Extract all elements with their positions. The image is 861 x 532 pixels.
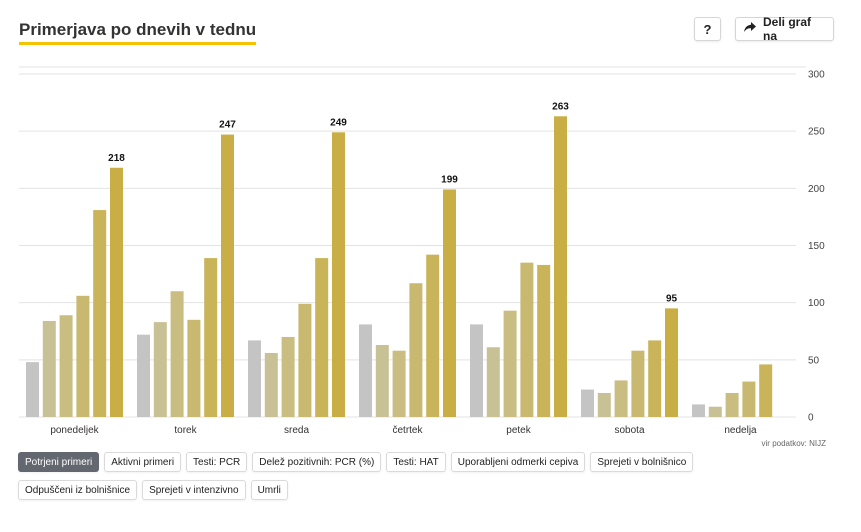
bar[interactable] bbox=[59, 315, 73, 417]
bar[interactable] bbox=[221, 134, 234, 417]
bar[interactable] bbox=[187, 319, 201, 417]
data-source: vir podatkov: NIJZ bbox=[761, 439, 826, 448]
bar[interactable] bbox=[42, 320, 56, 417]
bar[interactable] bbox=[692, 404, 705, 417]
metric-selector: Potrjeni primeri Aktivni primeri Testi: PC… bbox=[18, 452, 798, 500]
bar[interactable] bbox=[426, 254, 440, 417]
chart-title: Primerjava po dnevih v tednu bbox=[19, 20, 257, 45]
y-tick-label: 250 bbox=[808, 127, 825, 138]
bar[interactable] bbox=[110, 167, 123, 417]
metric-button[interactable]: Uporabljeni odmerki cepiva bbox=[450, 452, 586, 472]
metric-button[interactable]: Sprejeti v intenzivno bbox=[142, 480, 246, 500]
data-label: 218 bbox=[108, 153, 125, 164]
bar[interactable] bbox=[486, 347, 500, 417]
bar[interactable] bbox=[170, 291, 184, 417]
data-label: 247 bbox=[219, 120, 236, 131]
bar[interactable] bbox=[332, 132, 345, 417]
metric-button[interactable]: Umrli bbox=[250, 480, 288, 500]
metric-button[interactable]: Delež pozitivnih: PCR (%) bbox=[252, 452, 382, 472]
bar[interactable] bbox=[137, 334, 150, 417]
bar[interactable] bbox=[359, 324, 372, 417]
x-category-label: četrtek bbox=[392, 425, 423, 436]
metric-button[interactable]: Potrjeni primeri bbox=[18, 452, 100, 472]
metric-button[interactable]: Testi: PCR bbox=[186, 452, 248, 472]
bar[interactable] bbox=[648, 340, 662, 417]
bar[interactable] bbox=[581, 389, 594, 417]
bar[interactable] bbox=[759, 364, 773, 417]
bar[interactable] bbox=[264, 352, 278, 417]
data-label: 199 bbox=[441, 174, 458, 185]
x-category-label: torek bbox=[174, 425, 197, 436]
bar[interactable] bbox=[281, 336, 295, 417]
share-icon bbox=[744, 22, 756, 36]
bar[interactable] bbox=[375, 344, 389, 417]
x-category-label: sobota bbox=[614, 425, 644, 436]
bar[interactable] bbox=[708, 406, 722, 417]
bar[interactable] bbox=[631, 350, 645, 417]
data-label: 95 bbox=[666, 293, 678, 304]
bar[interactable] bbox=[443, 189, 456, 417]
x-category-label: petek bbox=[506, 425, 531, 436]
share-button[interactable]: Deli graf na bbox=[735, 15, 834, 43]
metric-button[interactable]: Aktivni primeri bbox=[104, 452, 182, 472]
bar[interactable] bbox=[26, 362, 39, 417]
bar[interactable] bbox=[153, 322, 167, 417]
bar[interactable] bbox=[725, 392, 739, 417]
metric-button[interactable]: Testi: HAT bbox=[386, 452, 446, 472]
data-label: 249 bbox=[330, 117, 347, 128]
bar[interactable] bbox=[742, 381, 756, 417]
bar[interactable] bbox=[520, 262, 534, 417]
y-tick-label: 0 bbox=[808, 413, 814, 424]
bar[interactable] bbox=[409, 283, 423, 417]
bar[interactable] bbox=[93, 210, 107, 417]
help-button[interactable]: ? bbox=[694, 17, 721, 41]
bar[interactable] bbox=[76, 295, 90, 417]
bar[interactable] bbox=[298, 303, 312, 417]
bar-chart: 0 50 100 150 200 250 300 218 ponedeljek 247 torek 2… bbox=[19, 66, 825, 436]
bar[interactable] bbox=[392, 350, 406, 417]
x-category-label: sreda bbox=[284, 425, 309, 436]
metric-button[interactable]: Odpuščeni iz bolnišnice bbox=[18, 480, 138, 500]
bar[interactable] bbox=[470, 324, 483, 417]
bar[interactable] bbox=[665, 308, 678, 417]
share-label: Deli graf na bbox=[763, 15, 812, 43]
x-category-label: ponedeljek bbox=[50, 425, 99, 436]
bar[interactable] bbox=[554, 116, 567, 417]
bar[interactable] bbox=[204, 258, 218, 417]
bar[interactable] bbox=[597, 392, 611, 417]
x-category-label: nedelja bbox=[724, 425, 757, 436]
bar[interactable] bbox=[315, 258, 329, 417]
bar[interactable] bbox=[537, 264, 551, 417]
y-tick-label: 100 bbox=[808, 298, 825, 309]
bar[interactable] bbox=[614, 380, 628, 417]
bar[interactable] bbox=[248, 340, 261, 417]
data-label: 263 bbox=[552, 101, 569, 112]
y-tick-label: 150 bbox=[808, 241, 825, 252]
y-tick-label: 300 bbox=[808, 70, 825, 81]
metric-button[interactable]: Sprejeti v bolnišnico bbox=[590, 452, 694, 472]
bar[interactable] bbox=[503, 310, 517, 417]
y-tick-label: 200 bbox=[808, 184, 825, 195]
y-tick-label: 50 bbox=[808, 355, 820, 366]
